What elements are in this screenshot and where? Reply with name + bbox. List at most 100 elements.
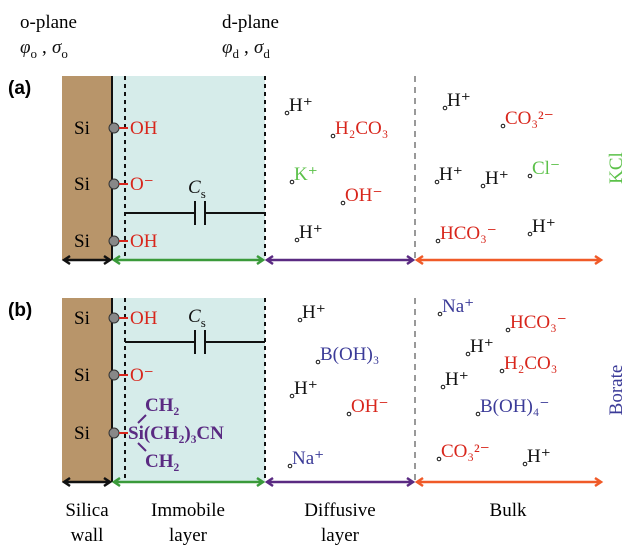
species-dot xyxy=(480,183,486,189)
symbol: C xyxy=(188,177,201,198)
si-atom: Si xyxy=(74,308,90,329)
species-dot xyxy=(527,231,533,237)
species: H⁺ xyxy=(527,446,551,467)
methylene-down: CH₂ xyxy=(145,451,180,472)
species: HCO₃⁻ xyxy=(510,312,567,333)
surface-group: OH xyxy=(130,231,158,252)
species: B(OH)₃ xyxy=(320,344,379,365)
potential-symbol: φo xyxy=(20,37,37,61)
surface-site xyxy=(108,178,120,190)
silane-group: Si(CH₂)₃CN xyxy=(128,423,224,444)
species: Na⁺ xyxy=(292,448,324,469)
symbol: C xyxy=(188,306,201,327)
methylene-up: CH₂ xyxy=(145,395,180,416)
region-label: layer xyxy=(321,525,360,545)
capacitance-label: Cs xyxy=(188,177,206,201)
species-dot xyxy=(527,173,533,179)
species: H⁺ xyxy=(447,90,471,111)
region-arrow xyxy=(414,476,604,488)
separator: , xyxy=(42,37,47,58)
species: B(OH)₄⁻ xyxy=(480,396,549,417)
species-dot xyxy=(315,359,321,365)
subscript: d xyxy=(233,46,240,61)
species: H⁺ xyxy=(532,216,556,237)
species-dot xyxy=(522,461,528,467)
electrolyte-label: Borate xyxy=(606,365,627,416)
electrolyte-label: KCl xyxy=(606,152,627,184)
species: H₂CO₃ xyxy=(504,353,557,374)
surface-group: OH xyxy=(130,118,158,139)
si-atom: Si xyxy=(74,365,90,386)
si-atom: Si xyxy=(74,231,90,252)
region-arrow xyxy=(111,476,266,488)
surface-site xyxy=(108,369,120,381)
capacitance-label: Cs xyxy=(188,306,206,330)
species-dot xyxy=(442,105,448,111)
species-dot xyxy=(505,327,511,333)
species: H⁺ xyxy=(294,378,318,399)
subscript: s xyxy=(201,315,206,330)
species: H⁺ xyxy=(439,164,463,185)
species-dot xyxy=(499,368,505,374)
species: H⁺ xyxy=(289,95,313,116)
species-dot xyxy=(330,133,336,139)
region-label: Immobile xyxy=(151,500,225,521)
species-dot xyxy=(284,110,290,116)
species: K⁺ xyxy=(294,164,318,185)
species: Cl⁻ xyxy=(532,158,560,179)
region-label: Bulk xyxy=(490,500,527,521)
species-dot xyxy=(500,123,506,129)
symbol: σ xyxy=(52,37,62,58)
subscript: o xyxy=(61,46,68,61)
species-dot xyxy=(289,179,295,185)
species-dot xyxy=(437,311,443,317)
capacitor xyxy=(125,330,265,354)
species-dot xyxy=(435,238,441,244)
charge-symbol: σo xyxy=(52,37,68,61)
species-dot xyxy=(294,237,300,243)
d-plane-label: d-plane xyxy=(222,12,279,33)
region-arrow xyxy=(111,254,266,266)
region-label: Diffusive xyxy=(304,500,375,521)
region-label: Silica xyxy=(65,500,109,521)
region-arrow xyxy=(414,254,604,266)
silica-wall xyxy=(62,298,112,482)
species: H⁺ xyxy=(485,168,509,189)
si-atom: Si xyxy=(74,423,90,444)
o-plane-label: o-plane xyxy=(20,12,77,33)
region-arrow xyxy=(61,476,113,488)
species-dot xyxy=(340,200,346,206)
si-atom: Si xyxy=(74,118,90,139)
potential-symbol: φd xyxy=(222,37,240,61)
surface-site xyxy=(108,122,120,134)
species-dot xyxy=(465,351,471,357)
species: H⁺ xyxy=(445,369,469,390)
region-label: wall xyxy=(71,525,104,545)
species-dot xyxy=(346,411,352,417)
subscript: d xyxy=(263,46,270,61)
species: OH⁻ xyxy=(345,185,382,206)
subscript: o xyxy=(31,46,38,61)
immobile-layer xyxy=(112,76,265,260)
region-label: layer xyxy=(169,525,208,545)
species: Na⁺ xyxy=(442,296,474,317)
immobile-layer xyxy=(112,298,265,482)
surface-site xyxy=(108,427,120,439)
species: CO₃²⁻ xyxy=(441,441,490,462)
symbol: σ xyxy=(254,37,264,58)
region-arrow xyxy=(264,254,416,266)
silica-wall xyxy=(62,76,112,260)
species: CO₃²⁻ xyxy=(505,108,554,129)
separator: , xyxy=(244,37,249,58)
species-dot xyxy=(287,463,293,469)
symbol: φ xyxy=(20,37,31,58)
species: H⁺ xyxy=(302,302,326,323)
region-arrow xyxy=(264,476,416,488)
subscript: s xyxy=(201,186,206,201)
surface-group: O⁻ xyxy=(130,174,154,195)
species: H⁺ xyxy=(299,222,323,243)
species: HCO₃⁻ xyxy=(440,223,497,244)
surface-group: OH xyxy=(130,308,158,329)
surface-site xyxy=(108,312,120,324)
